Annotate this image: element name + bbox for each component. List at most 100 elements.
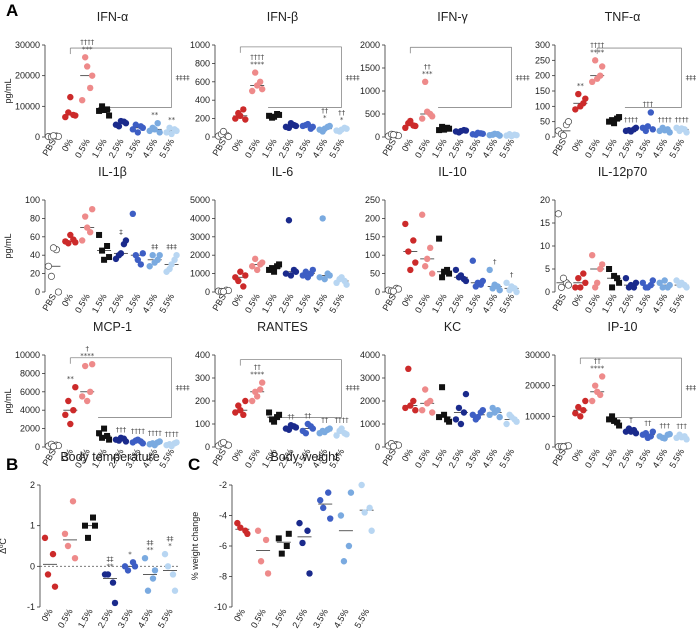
significance-marker: †† (321, 417, 329, 425)
chart-il6: IL-6 0 1000 2000 3000 4000 5000 PBS 0%0.5%1.5%2.… (190, 165, 350, 315)
x-tick-label: 0% (232, 607, 247, 623)
data-point (649, 428, 657, 435)
y-tick-label: 2000 (20, 424, 40, 434)
y-tick-label: 80 (30, 213, 40, 223)
y-tick-label: 100 (25, 195, 40, 205)
chart-title: IP-10 (608, 320, 638, 334)
data-point (70, 407, 77, 414)
data-point (237, 524, 244, 531)
data-point (606, 266, 613, 272)
significance-marker: **** (250, 371, 265, 379)
significance-marker: ‡‡‡ (166, 243, 177, 251)
x-tick-label: 2.5% (96, 607, 115, 630)
significance-marker: ‡‡ (167, 535, 175, 543)
data-point (90, 514, 96, 521)
data-point (149, 252, 156, 259)
data-point (69, 498, 77, 505)
significance-marker: †††† (335, 417, 350, 425)
data-point (139, 440, 147, 447)
data-point (632, 430, 640, 437)
data-point (104, 432, 111, 439)
significance-marker: †††† (250, 54, 265, 62)
data-point (428, 270, 436, 277)
data-point (304, 527, 311, 534)
data-point (67, 93, 74, 101)
x-tick-label: PBS (41, 137, 59, 158)
y-tick-label: 500 (365, 109, 380, 119)
data-point (611, 417, 618, 424)
y-tick-label: 0 (375, 287, 380, 297)
data-point (479, 277, 487, 285)
data-point (582, 279, 589, 286)
x-tick-label: 3.5% (464, 137, 483, 160)
data-point (319, 215, 326, 222)
data-point (131, 563, 139, 570)
x-tick-label: 5.5% (327, 292, 346, 315)
data-point (122, 438, 130, 445)
data-point (439, 274, 446, 281)
y-tick-label: 100 (535, 101, 550, 111)
data-point (309, 123, 317, 131)
significance-marker: †† (644, 420, 652, 428)
data-point (666, 430, 673, 438)
data-point (508, 413, 515, 421)
data-point (326, 272, 333, 279)
x-tick-label: 4.5% (136, 607, 155, 630)
data-point (474, 129, 482, 137)
significance-marker: ** (577, 82, 585, 90)
chart-il1b: IL-1β 0 20 40 60 80 100 pg/mL PBS 0%0.5%1.5%2.5%3… (3, 165, 180, 315)
x-tick-label: 0.5% (583, 447, 602, 470)
y-tick-label: 10000 (15, 350, 40, 360)
data-point (62, 113, 69, 121)
y-tick-label: 60 (30, 232, 40, 242)
data-point (491, 130, 498, 137)
data-point (343, 125, 350, 132)
data-point (173, 252, 180, 259)
x-tick-label: 4.5% (651, 447, 670, 470)
data-point (88, 361, 96, 368)
data-point (234, 519, 241, 527)
chart-il12p70: IL-12p70 0 5 10 15 20 PBS 0%0.5%1.5%2.5%3.5%4.5… (540, 165, 690, 315)
x-tick-label: 4.5% (141, 137, 160, 160)
significance-marker: *** (82, 45, 93, 53)
data-point (264, 570, 272, 577)
chart-title: IFN-α (97, 10, 129, 24)
sig-bracket-label: ‡‡‡‡ (686, 74, 696, 82)
y-tick-label: 400 (195, 95, 210, 105)
data-point (156, 129, 163, 136)
data-point (317, 497, 324, 504)
y-tick-label: 3000 (190, 232, 210, 242)
data-point (304, 420, 312, 428)
significance-marker: * (323, 114, 327, 122)
chart-ifnb: IFN-β 0 200 400 600 800 1000 PBS 0%0.5%1.5%2.5%3… (190, 10, 360, 160)
x-tick-label: 2.5% (107, 137, 126, 160)
data-point (503, 420, 510, 428)
data-point (72, 384, 79, 391)
data-point (166, 124, 173, 131)
data-point (122, 237, 130, 244)
chart-ifng: IFN-γ 0 500 1000 1500 2000 PBS 0%0.5%1.5%2.5%3.… (360, 10, 530, 160)
data-point (452, 416, 460, 423)
data-point (83, 224, 91, 231)
data-point (99, 247, 106, 254)
x-tick-label: 5.5% (157, 292, 176, 315)
significance-marker: ‡‡ (147, 539, 155, 547)
x-tick-label: 2.5% (277, 292, 296, 315)
data-point (659, 284, 666, 291)
data-point (428, 113, 436, 120)
significance-marker: ‡‡ (107, 555, 115, 563)
data-point (557, 283, 565, 291)
data-point (163, 129, 170, 136)
x-tick-label: 1.5% (76, 607, 95, 630)
data-point (469, 257, 477, 264)
data-point (67, 420, 74, 428)
data-point (309, 425, 317, 432)
x-tick-label: 0% (230, 137, 245, 153)
data-point (503, 279, 510, 286)
data-point (402, 220, 409, 228)
data-point (649, 277, 657, 284)
y-tick-label: 250 (365, 195, 380, 205)
data-point (271, 268, 278, 275)
x-tick-label: 0.5% (413, 292, 432, 315)
data-point (389, 287, 397, 295)
